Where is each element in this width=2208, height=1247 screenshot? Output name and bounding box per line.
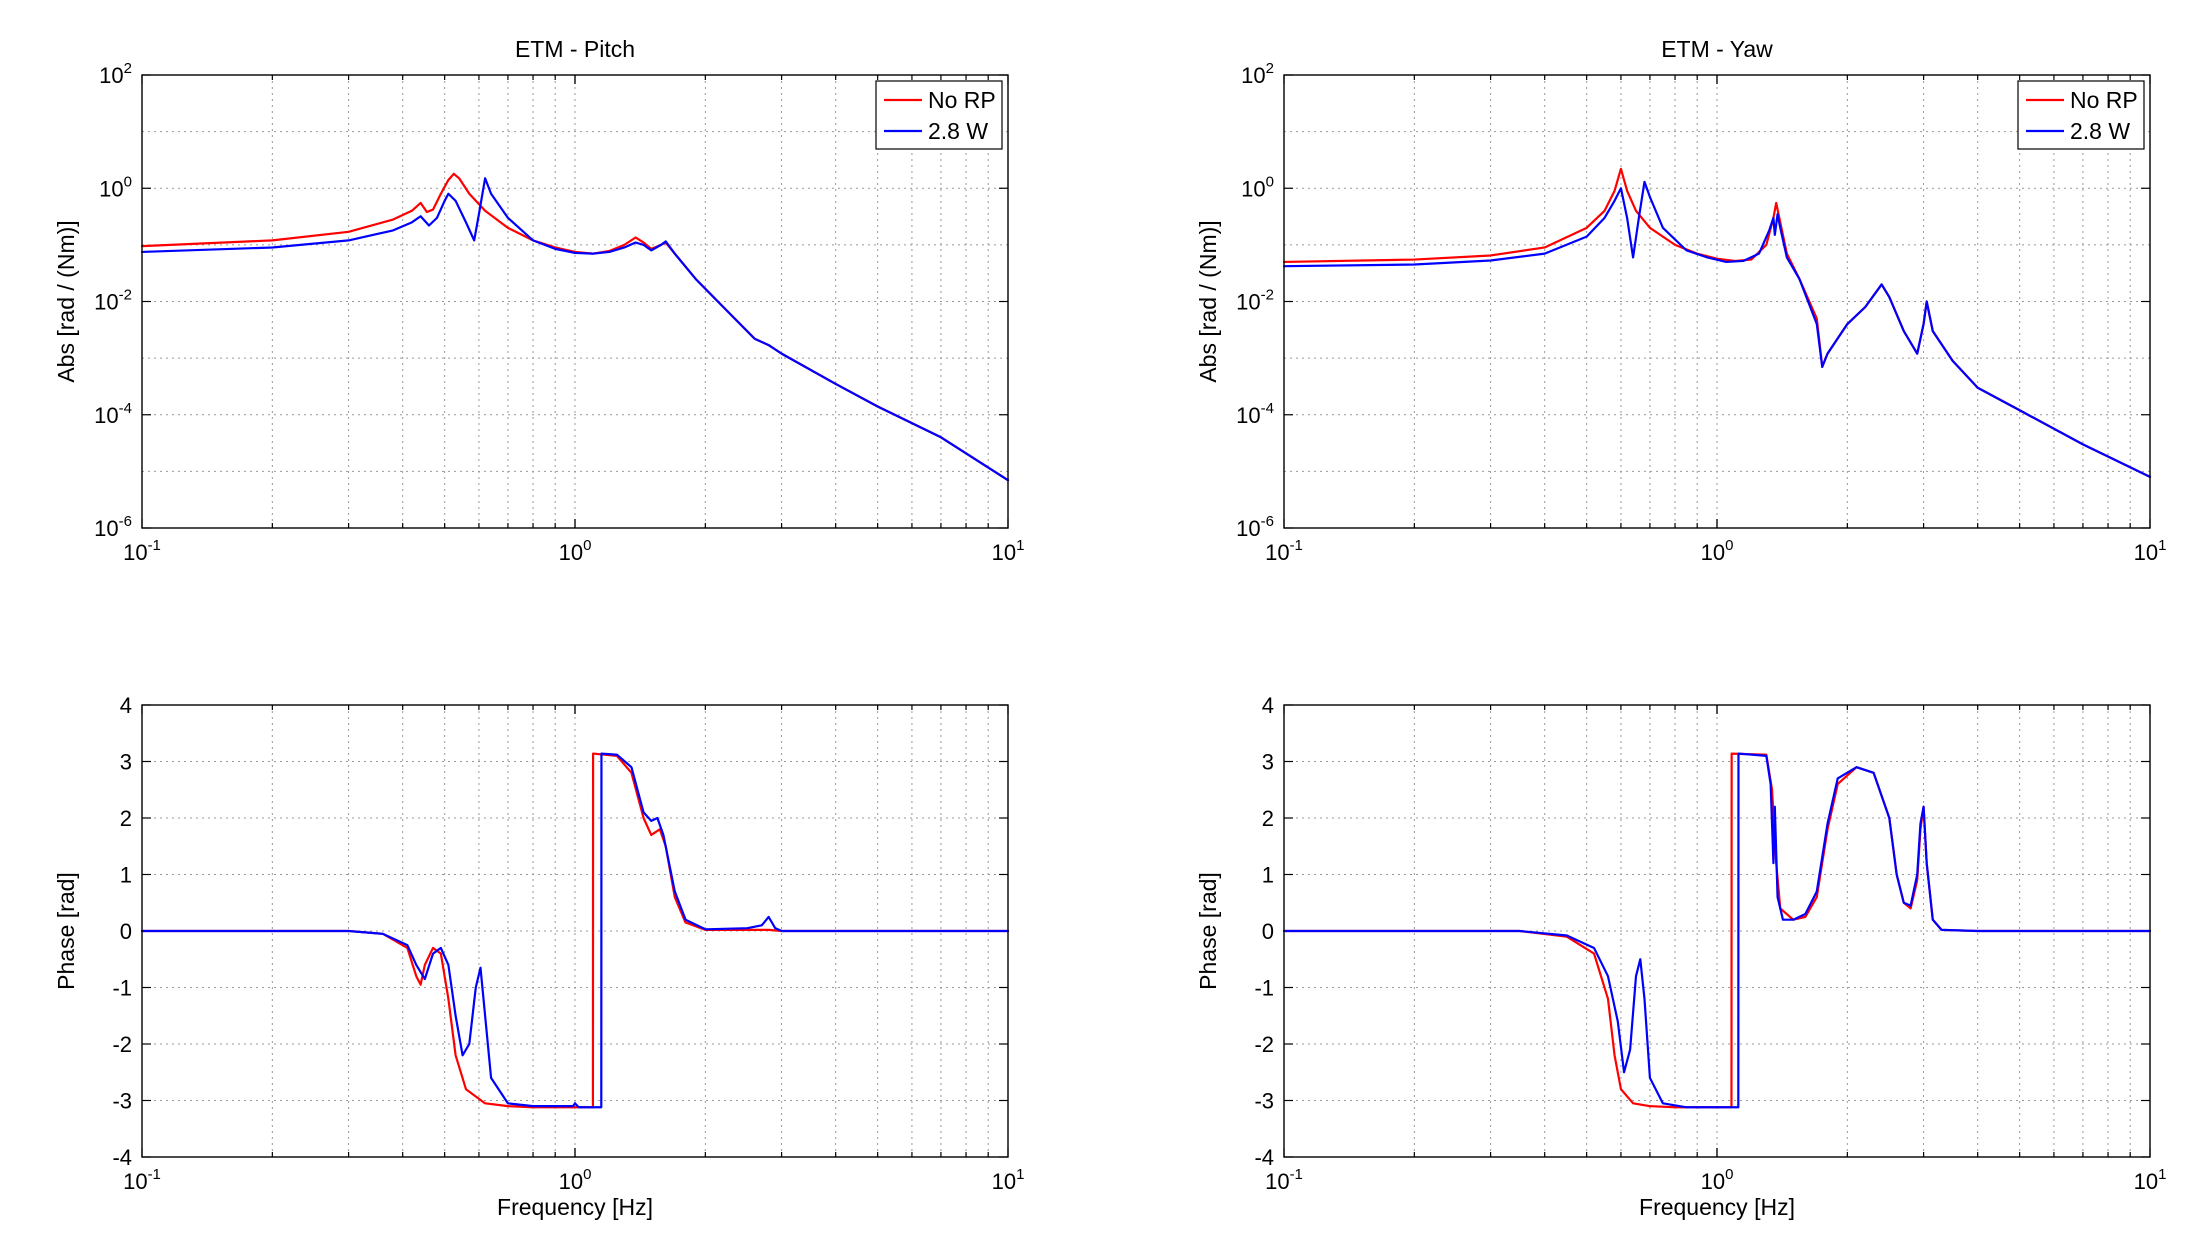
axes-frame — [141, 74, 1009, 529]
y-tick-label: 102 — [1241, 60, 1274, 88]
axes-frame — [1283, 704, 2151, 1158]
y-tick-label: 102 — [99, 60, 132, 88]
legend-label: 2.8 W — [2070, 118, 2130, 144]
legend-box — [2017, 80, 2145, 150]
x-tick-label: 100 — [559, 537, 592, 565]
y-tick-label: 10-4 — [94, 400, 132, 428]
y-tick-label: 10-4 — [1236, 400, 1274, 428]
y-tick-label: 10-2 — [1236, 287, 1274, 315]
y-tick-label: 1 — [120, 863, 132, 888]
series-line-2-8w — [140, 177, 1010, 482]
x-axis-label: Frequency [Hz] — [497, 1194, 653, 1220]
y-tick-label: 3 — [120, 750, 132, 775]
x-tick-label: 10-1 — [1265, 1166, 1303, 1194]
y-tick-label: 3 — [1262, 750, 1274, 775]
y-tick-label: 0 — [1262, 919, 1274, 944]
axes-frame — [141, 704, 1009, 1158]
x-tick-label: 101 — [2134, 537, 2167, 565]
legend: No RP 2.8 W — [875, 80, 1003, 150]
x-tick-label: 10-1 — [123, 1166, 161, 1194]
y-tick-label: 10-6 — [94, 513, 132, 541]
series-line-2-8w — [1282, 752, 2152, 1109]
y-tick-label: -2 — [112, 1032, 132, 1057]
y-axis-label: Abs [rad / (Nm)] — [1195, 220, 1221, 382]
y-tick-label: -4 — [1254, 1145, 1274, 1170]
y-tick-label: 1 — [1262, 863, 1274, 888]
series-line-no-rp — [140, 752, 1010, 1109]
legend-box — [875, 80, 1003, 150]
x-axis-label: Frequency [Hz] — [1639, 1194, 1795, 1220]
y-axis-label: Abs [rad / (Nm)] — [53, 220, 79, 382]
y-tick-label: -2 — [1254, 1032, 1274, 1057]
y-tick-label: -4 — [112, 1145, 132, 1170]
x-tick-label: 101 — [992, 1166, 1025, 1194]
y-tick-label: 0 — [120, 919, 132, 944]
y-tick-label: 4 — [120, 693, 132, 718]
chart-panel-pitch-phase: 10-1 100 101 -4 -3 -2 -1 0 1 2 3 4 Phase [rad] Freque… — [53, 693, 1024, 1220]
legend-label: 2.8 W — [928, 118, 988, 144]
y-tick-label: -3 — [112, 1089, 132, 1114]
chart-title: ETM - Pitch — [515, 36, 635, 62]
x-tick-label: 10-1 — [1265, 537, 1303, 565]
y-tick-label: 10-2 — [94, 287, 132, 315]
axes-frame — [1283, 74, 2151, 529]
y-tick-label: -1 — [1254, 976, 1274, 1001]
grid — [142, 75, 1008, 528]
y-tick-label: 4 — [1262, 693, 1274, 718]
grid — [1284, 75, 2150, 528]
x-tick-label: 100 — [1701, 1166, 1734, 1194]
chart-title: ETM - Yaw — [1661, 36, 1773, 62]
y-tick-label: 100 — [1241, 173, 1274, 201]
chart-panel-pitch-magnitude: 10-1 100 101 10-6 10-4 10-2 100 102 ETM - Pitch A… — [53, 36, 1024, 565]
x-tick-label: 101 — [2134, 1166, 2167, 1194]
legend-label: No RP — [928, 87, 996, 113]
y-tick-label: 2 — [120, 806, 132, 831]
x-tick-label: 100 — [1701, 537, 1734, 565]
x-tick-label: 101 — [992, 537, 1025, 565]
legend: No RP 2.8 W — [2017, 80, 2145, 150]
y-tick-label: 100 — [99, 173, 132, 201]
y-tick-label: -1 — [112, 976, 132, 1001]
x-tick-label: 10-1 — [123, 537, 161, 565]
x-tick-label: 100 — [559, 1166, 592, 1194]
y-axis-label: Phase [rad] — [53, 872, 79, 990]
y-tick-label: -3 — [1254, 1089, 1274, 1114]
y-tick-label: 2 — [1262, 806, 1274, 831]
series-line-2-8w — [140, 752, 1010, 1109]
y-tick-label: 10-6 — [1236, 513, 1274, 541]
legend-label: No RP — [2070, 87, 2138, 113]
chart-panel-yaw-magnitude: 10-1 100 101 10-6 10-4 10-2 100 102 ETM - Yaw Abs… — [1195, 36, 2166, 565]
y-axis-label: Phase [rad] — [1195, 872, 1221, 990]
chart-panel-yaw-phase: 10-1 100 101 -4 -3 -2 -1 0 1 2 3 4 Phase [rad] Freque… — [1195, 693, 2166, 1220]
series-line-2-8w — [1282, 180, 2152, 478]
